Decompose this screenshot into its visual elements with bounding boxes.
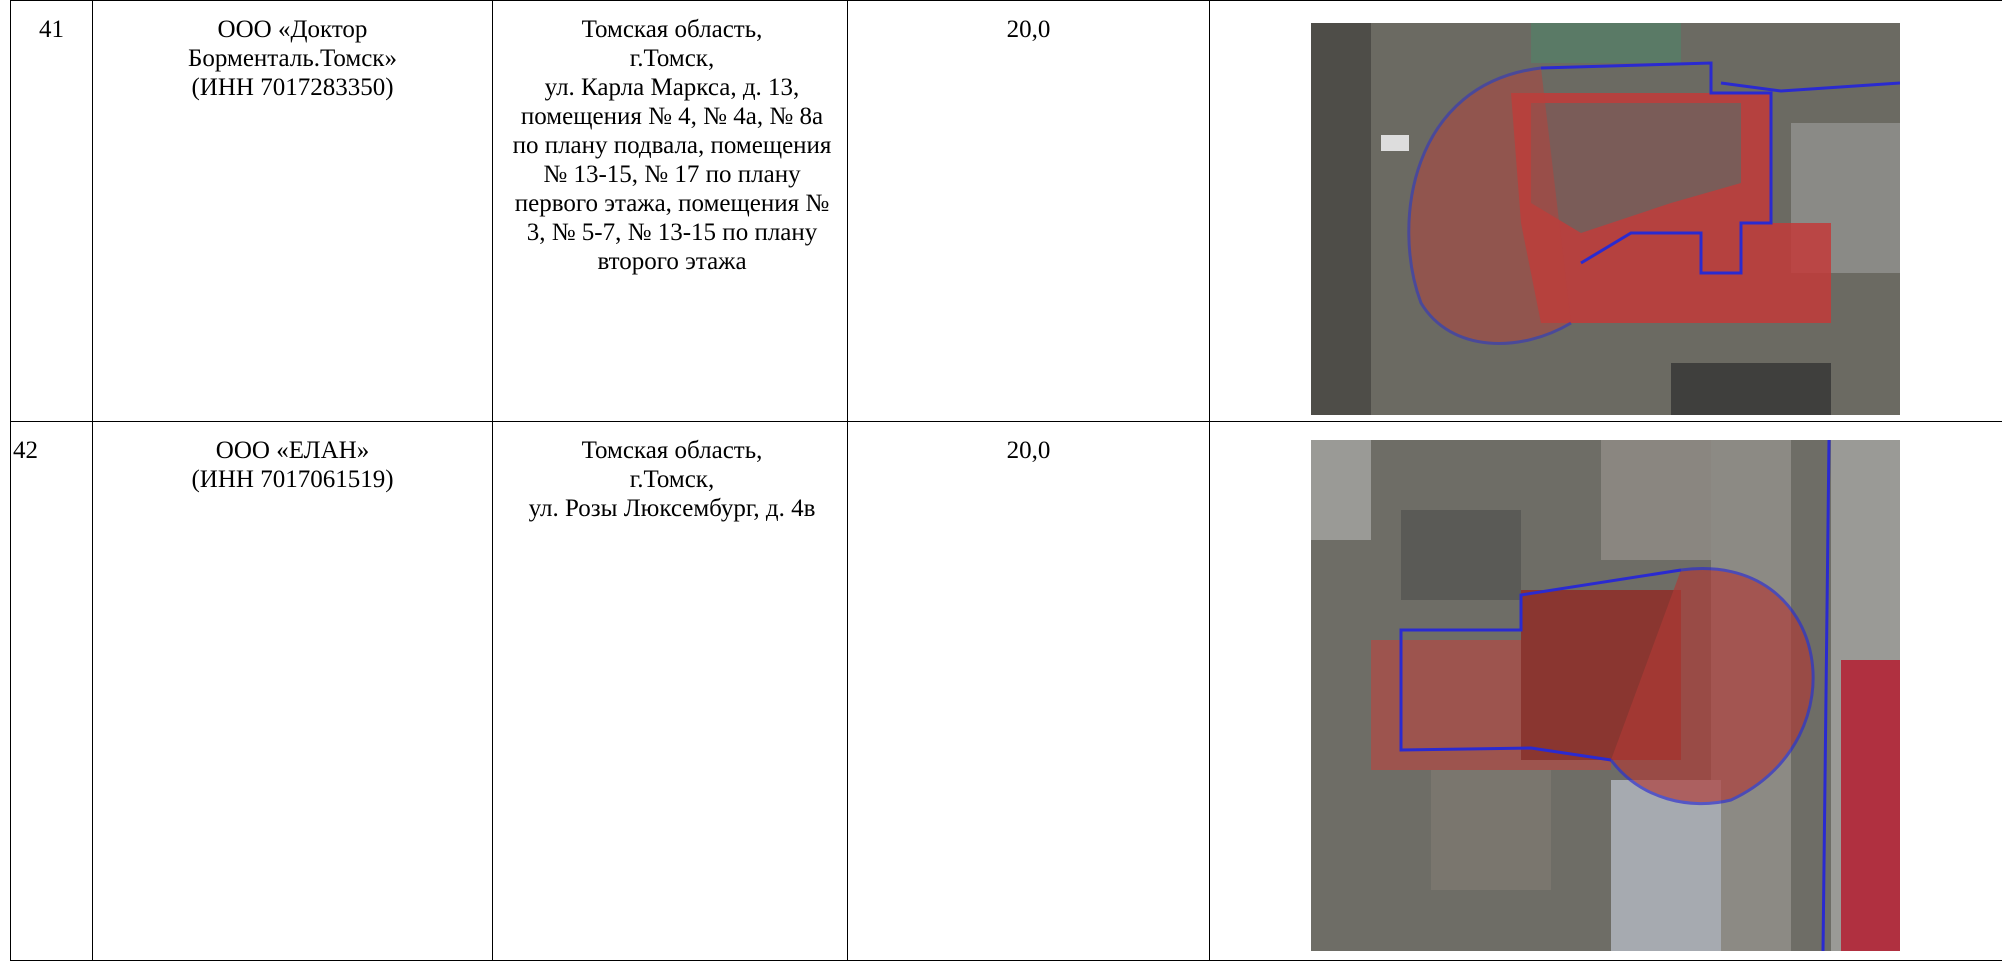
cell — [1210, 1, 2002, 422]
value: 20,0 — [1007, 437, 1051, 464]
table: 41 ООО «Доктор Борменталь.Томск»(ИНН 701… — [10, 0, 2002, 961]
cell: 41 — [11, 1, 93, 422]
cell: ООО «Доктор Борменталь.Томск»(ИНН 701728… — [93, 1, 493, 422]
address-line: г.Томск, — [505, 465, 839, 494]
org-line: (ИНН 7017283350) — [133, 73, 452, 102]
row-number: 41 — [39, 16, 64, 43]
address-line: г.Томск, — [505, 44, 839, 73]
cell: Томская область,г.Томск,ул. Карла Маркса… — [493, 1, 848, 422]
cell: 20,0 — [848, 1, 1210, 422]
address-line: ул. Розы Люксембург, д. 4в — [505, 494, 839, 523]
cell — [1210, 422, 2002, 961]
value: 20,0 — [1007, 16, 1051, 43]
cell: 20,0 — [848, 422, 1210, 961]
table-row: 42 ООО «ЕЛАН»(ИНН 7017061519) Томская об… — [11, 422, 2002, 961]
address-line: Томская область, — [505, 15, 839, 44]
address-line: Томская область, — [505, 436, 839, 465]
address-line: ул. Карла Маркса, д. 13, помещения № 4, … — [505, 73, 839, 276]
row-number: 42 — [13, 437, 38, 464]
org-line: ООО «Доктор Борменталь.Томск» — [133, 15, 452, 73]
org-line: (ИНН 7017061519) — [133, 465, 452, 494]
map-image — [1311, 440, 1900, 951]
cell: ООО «ЕЛАН»(ИНН 7017061519) — [93, 422, 493, 961]
org-line: ООО «ЕЛАН» — [133, 436, 452, 465]
cell: 42 — [11, 422, 93, 961]
table-row: 41 ООО «Доктор Борменталь.Томск»(ИНН 701… — [11, 1, 2002, 422]
map-image — [1311, 23, 1900, 415]
cell: Томская область,г.Томск,ул. Розы Люксемб… — [493, 422, 848, 961]
